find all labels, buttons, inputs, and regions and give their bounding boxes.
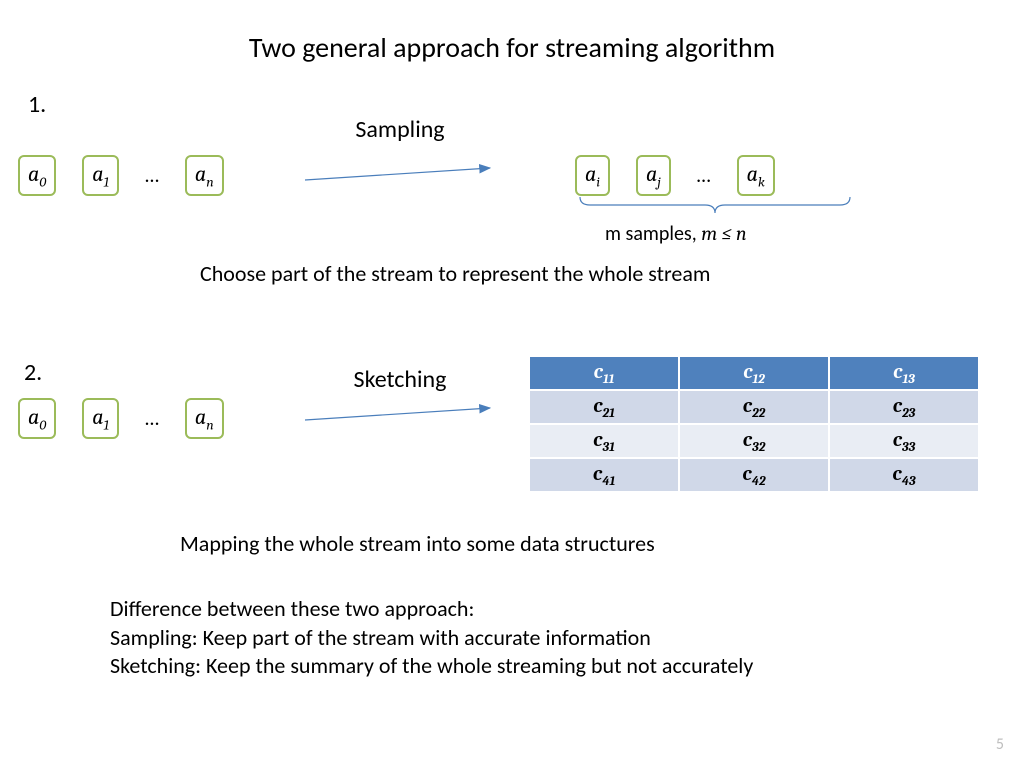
arrow-icon	[300, 400, 500, 430]
stream-box: a0	[18, 398, 56, 439]
samples-count-label: m samples, m ≤ n	[605, 222, 747, 246]
ellipsis: …	[145, 407, 159, 431]
table-row: c11 c12 c13	[529, 356, 979, 390]
table-cell: c22	[679, 390, 829, 424]
ellipsis: …	[145, 164, 159, 188]
table-cell: c43	[829, 458, 979, 492]
sample-box: ak	[737, 155, 775, 196]
approach1-label: Sampling	[330, 115, 470, 144]
approach2-number: 2.	[24, 358, 42, 387]
stream-box: a0	[18, 155, 56, 196]
table-cell: c42	[679, 458, 829, 492]
approach2-left-stream: a0 a1 … an	[18, 398, 224, 439]
table-cell: c33	[829, 424, 979, 458]
stream-box: a1	[82, 398, 119, 439]
bracket-icon	[575, 195, 855, 220]
table-cell: c21	[529, 390, 679, 424]
table-row: c31 c32 c33	[529, 424, 979, 458]
table-cell: c13	[829, 356, 979, 390]
approach1-right-samples: ai aj … ak	[575, 155, 775, 196]
table-cell: c11	[529, 356, 679, 390]
table-row: c21 c22 c23	[529, 390, 979, 424]
ellipsis: …	[697, 164, 711, 188]
difference-heading: Difference between these two approach:	[110, 595, 753, 624]
table-cell: c12	[679, 356, 829, 390]
table-cell: c41	[529, 458, 679, 492]
sketch-table: c11 c12 c13 c21 c22 c23 c31 c32 c33 c41 …	[528, 355, 980, 493]
page-number: 5	[996, 735, 1004, 754]
table-cell: c32	[679, 424, 829, 458]
stream-box: an	[185, 155, 224, 196]
page-title: Two general approach for streaming algor…	[0, 30, 1024, 65]
arrow-icon	[300, 160, 500, 190]
stream-box: an	[185, 398, 224, 439]
table-row: c41 c42 c43	[529, 458, 979, 492]
stream-box: a1	[82, 155, 119, 196]
approach1-caption: Choose part of the stream to represent t…	[200, 260, 710, 287]
approach2-label: Sketching	[330, 365, 470, 394]
approach1-number: 1.	[28, 90, 46, 119]
sample-box: ai	[575, 155, 610, 196]
approach2-caption: Mapping the whole stream into some data …	[180, 530, 655, 557]
difference-sampling: Sampling: Keep part of the stream with a…	[110, 624, 753, 653]
approach1-left-stream: a0 a1 … an	[18, 155, 224, 196]
difference-block: Difference between these two approach: S…	[110, 595, 753, 681]
sample-box: aj	[636, 155, 671, 196]
difference-sketching: Sketching: Keep the summary of the whole…	[110, 652, 753, 681]
table-cell: c23	[829, 390, 979, 424]
table-cell: c31	[529, 424, 679, 458]
